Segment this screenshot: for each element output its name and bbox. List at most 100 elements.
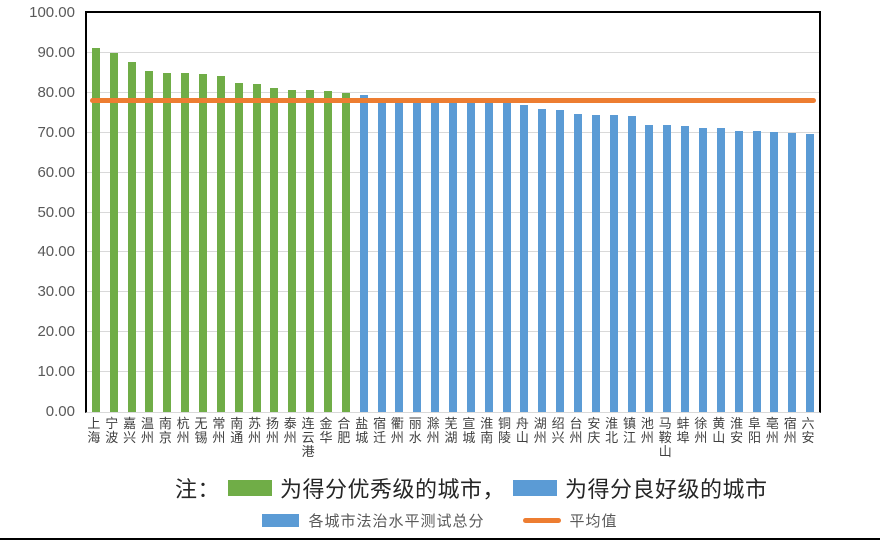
bar-马鞍山 — [663, 125, 672, 412]
bar-常州 — [216, 76, 225, 412]
x-axis-label-苏州: 苏州 — [248, 416, 262, 445]
bar-宣城 — [466, 99, 475, 412]
note-prefix: 注： — [175, 477, 221, 502]
y-axis-tick: 40.00 — [37, 243, 75, 261]
x-axis-label-泰州: 泰州 — [283, 416, 297, 445]
x-axis-label-常州: 常州 — [212, 416, 226, 445]
bar-盐城 — [359, 94, 368, 412]
y-axis-tick: 50.00 — [37, 203, 75, 221]
x-axis-label-无锡: 无锡 — [194, 416, 208, 445]
note-excellent-text: 为得分优秀级的城市， — [280, 477, 506, 502]
bar-上海 — [91, 48, 100, 412]
x-axis-label-丽水: 丽水 — [408, 416, 422, 445]
bar-湖州 — [538, 108, 547, 412]
bar-滁州 — [431, 99, 440, 412]
bar-亳州 — [770, 131, 779, 412]
x-axis-label-合肥: 合肥 — [337, 416, 351, 445]
y-axis-tick: 80.00 — [37, 83, 75, 101]
bar-泰州 — [288, 89, 297, 412]
bar-温州 — [145, 70, 154, 412]
bar-宿迁 — [377, 97, 386, 412]
bar-镇江 — [627, 115, 636, 412]
x-axis-label-嘉兴: 嘉兴 — [123, 416, 137, 445]
x-axis-label-盐城: 盐城 — [355, 416, 369, 445]
bar-舟山 — [520, 105, 529, 412]
x-axis-label-滁州: 滁州 — [426, 416, 440, 445]
y-axis-tick: 30.00 — [37, 283, 75, 301]
x-axis-label-阜阳: 阜阳 — [747, 416, 762, 445]
x-axis-label-宁波: 宁波 — [105, 416, 119, 445]
bar-衢州 — [395, 98, 404, 412]
bar-池州 — [645, 124, 654, 412]
y-axis-tick: 0.00 — [45, 403, 75, 420]
bar-嘉兴 — [127, 61, 136, 412]
x-axis-label-六安: 六安 — [801, 416, 815, 445]
x-axis-label-扬州: 扬州 — [265, 416, 279, 445]
x-axis-label-衢州: 衢州 — [390, 416, 404, 445]
bar-连云港 — [306, 90, 315, 412]
bar-金华 — [324, 90, 333, 412]
x-axis-label-金华: 金华 — [319, 416, 333, 445]
x-axis-label-温州: 温州 — [140, 416, 154, 445]
gridline — [87, 91, 819, 93]
y-axis-tick: 20.00 — [37, 323, 75, 341]
bar-安庆 — [591, 114, 600, 412]
y-axis-tick: 100.00 — [29, 4, 75, 21]
bar-南京 — [163, 72, 172, 412]
bar-徐州 — [698, 127, 707, 412]
y-axis-tick: 90.00 — [37, 43, 75, 61]
x-axis-label-马鞍山: 马鞍山 — [658, 416, 672, 459]
bar-阜阳 — [752, 131, 761, 412]
bar-宿州 — [788, 133, 797, 412]
x-axis-label-芜湖: 芜湖 — [444, 416, 458, 445]
x-axis-label-杭州: 杭州 — [176, 416, 190, 445]
bar-合肥 — [341, 93, 350, 412]
y-axis-tick: 60.00 — [37, 163, 75, 181]
x-axis-label-南通: 南通 — [230, 416, 244, 445]
good-color-swatch — [513, 480, 558, 496]
average-legend-swatch — [522, 518, 561, 523]
bar-杭州 — [181, 73, 190, 412]
x-axis-label-黄山: 黄山 — [712, 416, 726, 445]
bar-蚌埠 — [681, 125, 690, 412]
series-legend-swatch — [262, 514, 300, 527]
gridline — [87, 51, 819, 53]
x-axis-label-亳州: 亳州 — [765, 416, 779, 445]
average-line — [90, 97, 816, 103]
average-legend-label: 平均值 — [569, 513, 618, 530]
bar-绍兴 — [556, 109, 565, 412]
x-axis-label-绍兴: 绍兴 — [551, 416, 565, 445]
bar-南通 — [234, 83, 243, 412]
y-axis: 100.00 90.00 80.00 70.00 60.00 50.00 40.00 30.0… — [0, 0, 79, 430]
bar-宁波 — [109, 53, 118, 412]
bar-淮南 — [484, 99, 493, 412]
bar-淮北 — [609, 115, 618, 412]
note-good-text: 为得分良好级的城市 — [565, 477, 768, 502]
x-axis-label-上海: 上海 — [87, 416, 101, 445]
note-row: 注： 为得分优秀级的城市， 为得分良好级的城市 — [175, 474, 768, 502]
legend: 各城市法治水平测试总分 平均值 — [0, 510, 880, 531]
bar-无锡 — [199, 73, 208, 412]
plot-area — [85, 11, 821, 413]
x-axis-label-淮安: 淮安 — [730, 416, 744, 445]
bar-苏州 — [252, 83, 261, 412]
x-axis-label-淮南: 淮南 — [480, 416, 494, 445]
x-axis-label-台州: 台州 — [569, 416, 583, 445]
bar-芜湖 — [449, 99, 457, 412]
y-axis-tick: 10.00 — [37, 363, 75, 381]
bar-黄山 — [716, 127, 725, 412]
bar-铜陵 — [502, 99, 511, 412]
x-axis-label-池州: 池州 — [640, 416, 654, 445]
x-axis-label-安庆: 安庆 — [587, 416, 601, 445]
x-axis-label-淮北: 淮北 — [605, 416, 619, 445]
x-axis-label-连云港: 连云港 — [301, 416, 315, 459]
x-axis-label-徐州: 徐州 — [694, 416, 708, 445]
bar-淮安 — [734, 130, 743, 412]
y-axis-tick: 70.00 — [37, 123, 75, 141]
x-axis-label-蚌埠: 蚌埠 — [676, 416, 690, 445]
x-axis-label-南京: 南京 — [158, 416, 172, 445]
x-axis-label-镇江: 镇江 — [623, 416, 637, 445]
bar-台州 — [573, 114, 582, 412]
x-axis-label-宿州: 宿州 — [783, 416, 797, 445]
